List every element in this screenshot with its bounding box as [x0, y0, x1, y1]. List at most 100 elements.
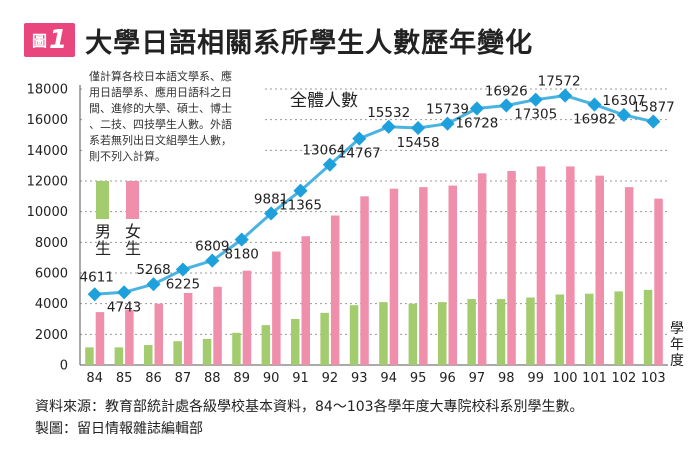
total-value-label: 17572	[538, 74, 581, 90]
bar-female	[477, 173, 487, 365]
x-tick-label: 97	[469, 371, 486, 386]
total-value-label: 11365	[279, 198, 322, 214]
x-tick-label: 99	[527, 371, 544, 386]
total-value-label: 16982	[573, 112, 616, 128]
total-marker	[322, 157, 337, 172]
x-axis-unit-char: 度	[670, 353, 684, 369]
legend-swatch-male	[96, 181, 109, 219]
x-tick-label: 91	[292, 371, 309, 386]
bar-female	[536, 166, 546, 365]
bar-male	[467, 299, 476, 365]
total-value-label: 4743	[107, 299, 141, 315]
total-value-label: 4611	[80, 269, 114, 285]
x-tick-label: 102	[611, 371, 636, 386]
total-value-label: 5268	[136, 262, 170, 278]
bar-male	[173, 341, 182, 365]
bar-male	[320, 312, 329, 365]
total-value-label: 17305	[514, 107, 557, 123]
x-axis-unit-char: 學	[670, 321, 684, 337]
legend-label-female: 生	[125, 239, 141, 258]
total-value-label: 15739	[426, 102, 469, 118]
bar-male	[526, 297, 535, 365]
total-value-label: 16728	[455, 116, 498, 132]
chart-title: 大學日語相關系所學生人數歷年變化	[85, 27, 534, 59]
x-tick-label: 86	[145, 371, 162, 386]
credit-line: 製圖：留日情報雜誌編輯部	[35, 421, 203, 437]
note-line: 僅計算各校日本語文學系、應	[89, 69, 232, 83]
bar-male	[232, 332, 241, 365]
y-tick-label: 2000	[35, 328, 68, 343]
y-tick-label: 0	[60, 359, 68, 374]
x-tick-label: 95	[410, 371, 427, 386]
total-marker	[264, 206, 279, 221]
chart-header: 圖 1 大學日語相關系所學生人數歷年變化	[24, 20, 533, 60]
x-tick-label: 93	[351, 371, 368, 386]
bar-male	[496, 299, 506, 365]
bar-male	[291, 319, 300, 365]
bar-female	[507, 171, 516, 365]
total-marker	[234, 232, 249, 247]
note-line: 、二技、四技學生人數。外語	[89, 117, 232, 131]
total-marker	[411, 120, 426, 136]
note-line: 用日語學系、應用日語科之日	[89, 85, 232, 99]
y-tick-label: 18000	[27, 83, 68, 98]
total-value-label: 8180	[225, 247, 259, 263]
y-tick-label: 14000	[27, 144, 68, 159]
total-value-label: 15877	[632, 100, 675, 116]
x-tick-label: 101	[582, 371, 607, 386]
x-tick-label: 85	[116, 371, 133, 386]
total-value-label: 16307	[602, 93, 645, 109]
total-value-label: 16926	[485, 83, 528, 99]
note-line: 則不列入計算。	[89, 149, 166, 163]
total-marker	[381, 119, 396, 134]
total-marker	[175, 262, 190, 277]
bar-female	[95, 312, 105, 365]
legend-label-male: 生	[95, 239, 111, 258]
figure-number: 1	[49, 25, 68, 55]
figure-badge: 圖 1	[24, 23, 76, 57]
figure-word: 圖	[32, 31, 48, 50]
source-note: 資料來源：教育部統計處各級學校基本資料，84～103各學年度大專院校科系別學生數…	[35, 396, 584, 440]
x-tick-label: 89	[233, 371, 250, 386]
x-tick-label: 96	[439, 371, 456, 386]
bar-male	[114, 347, 124, 365]
total-marker	[646, 114, 661, 129]
bar-female	[595, 175, 604, 365]
x-tick-label: 92	[322, 371, 339, 386]
total-value-label: 13064	[302, 143, 345, 159]
bar-male	[614, 291, 623, 365]
bar-female	[183, 292, 193, 365]
bar-female	[654, 198, 663, 365]
legend-label-male: 男	[95, 222, 111, 241]
bar-female	[125, 309, 134, 365]
bar-female	[419, 187, 428, 365]
bar-male	[144, 345, 153, 365]
bar-male	[85, 347, 94, 365]
total-marker	[499, 98, 514, 113]
total-marker	[616, 107, 631, 123]
x-tick-label: 94	[380, 371, 397, 386]
total-value-label: 6225	[166, 277, 200, 293]
bar-female	[154, 303, 163, 365]
bar-female	[301, 236, 310, 365]
note-line: 間、進修的大學、碩士、博士	[89, 101, 232, 115]
x-tick-label: 84	[86, 371, 103, 386]
y-tick-label: 8000	[35, 236, 68, 251]
source-line: 資料來源：教育部統計處各級學校基本資料，84～103各學年度大專院校科系別學生數…	[35, 399, 584, 415]
total-value-label: 14767	[338, 146, 381, 162]
total-marker	[293, 183, 308, 198]
total-marker	[352, 131, 367, 146]
x-tick-label: 90	[263, 371, 280, 386]
bar-male	[202, 338, 212, 365]
note-box	[85, 66, 263, 170]
x-tick-label: 103	[641, 371, 666, 386]
total-marker	[528, 92, 543, 107]
x-tick-label: 100	[553, 371, 578, 386]
note-line: 系若無列出日文組學生人數，	[89, 133, 232, 147]
total-value-label: 15458	[397, 135, 440, 151]
total-series-label: 全體人數	[290, 91, 358, 111]
total-marker	[558, 88, 573, 103]
total-marker	[205, 253, 220, 268]
total-value-label: 6809	[195, 239, 229, 255]
